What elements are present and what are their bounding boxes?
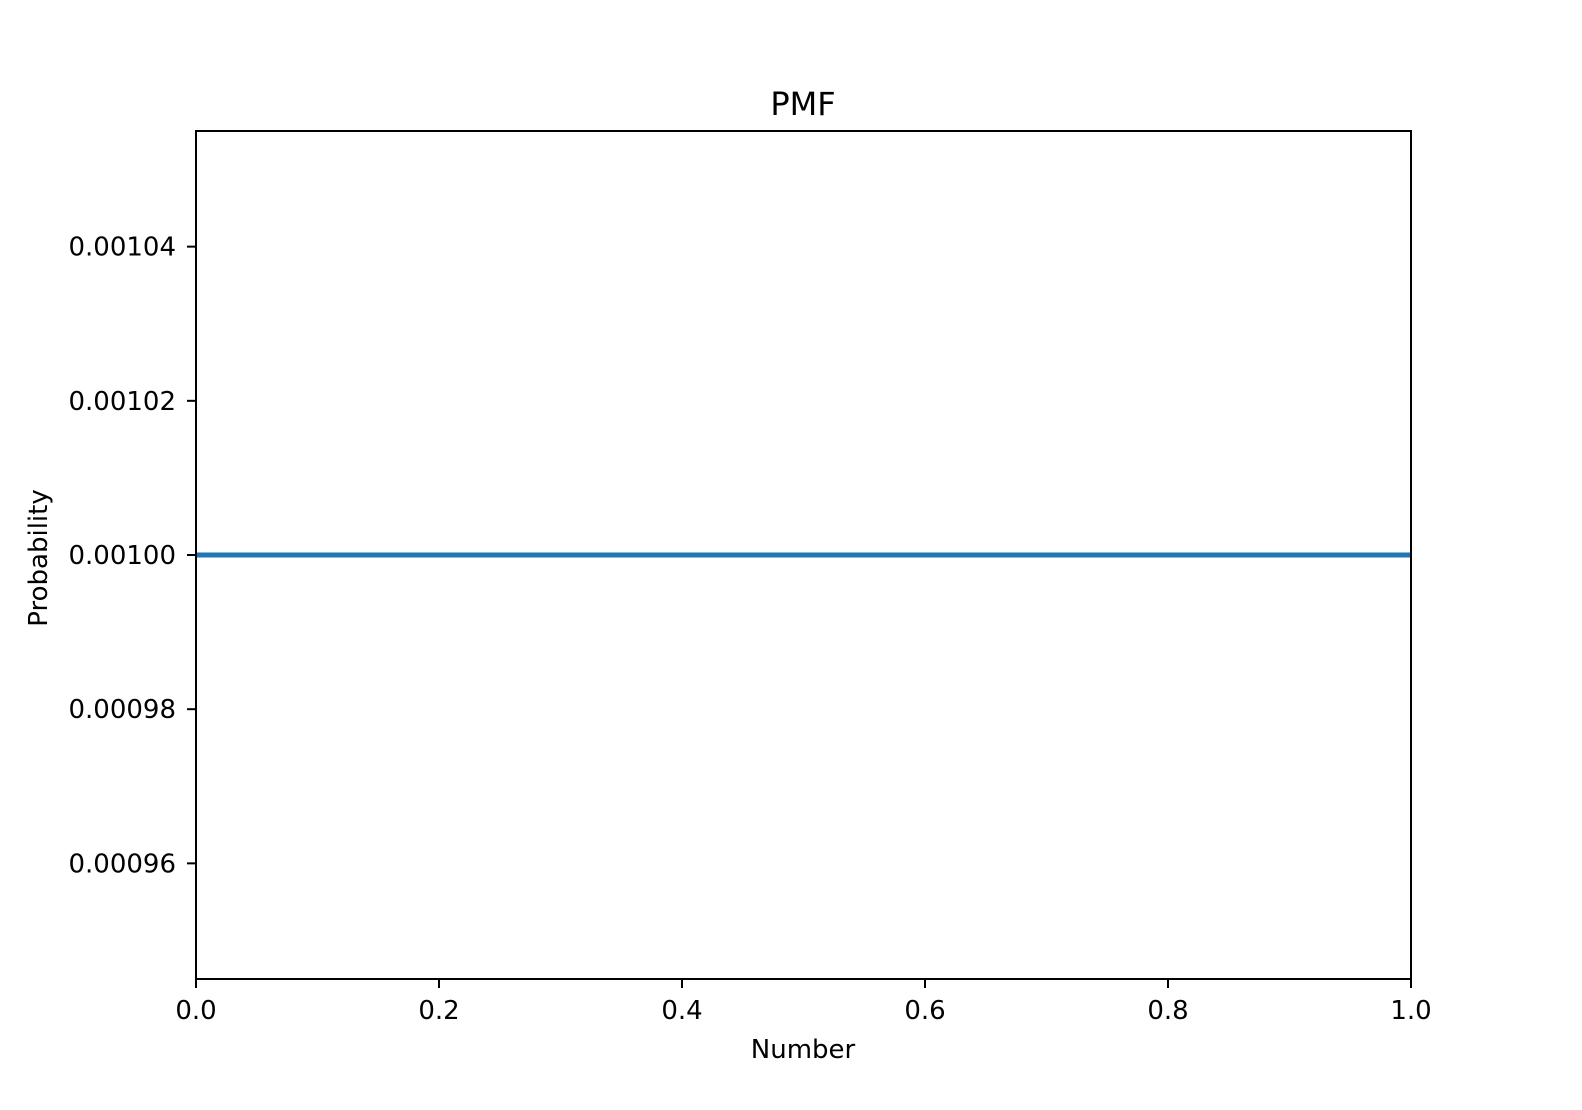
x-tick-label: 0.4 xyxy=(661,996,702,1026)
y-tick-label: 0.00096 xyxy=(68,849,176,879)
y-tick-label: 0.00104 xyxy=(68,233,176,263)
chart-title: PMF xyxy=(770,85,835,123)
x-tick-label: 0.8 xyxy=(1147,996,1188,1026)
y-tick-label: 0.00102 xyxy=(68,387,176,417)
x-tick-label: 0.2 xyxy=(418,996,459,1026)
x-axis-ticks: 0.0 0.2 0.4 0.6 0.8 1.0 xyxy=(175,979,1432,1026)
y-tick-label: 0.00100 xyxy=(68,541,176,571)
x-tick-label: 1.0 xyxy=(1390,996,1431,1026)
y-tick-label: 0.00098 xyxy=(68,695,176,725)
x-axis-label: Number xyxy=(751,1035,856,1065)
y-axis-label: Probability xyxy=(24,489,54,626)
x-tick-label: 0.6 xyxy=(904,996,945,1026)
y-axis-ticks: 0.00096 0.00098 0.00100 0.00102 0.00104 xyxy=(68,233,196,879)
x-tick-label: 0.0 xyxy=(175,996,216,1026)
